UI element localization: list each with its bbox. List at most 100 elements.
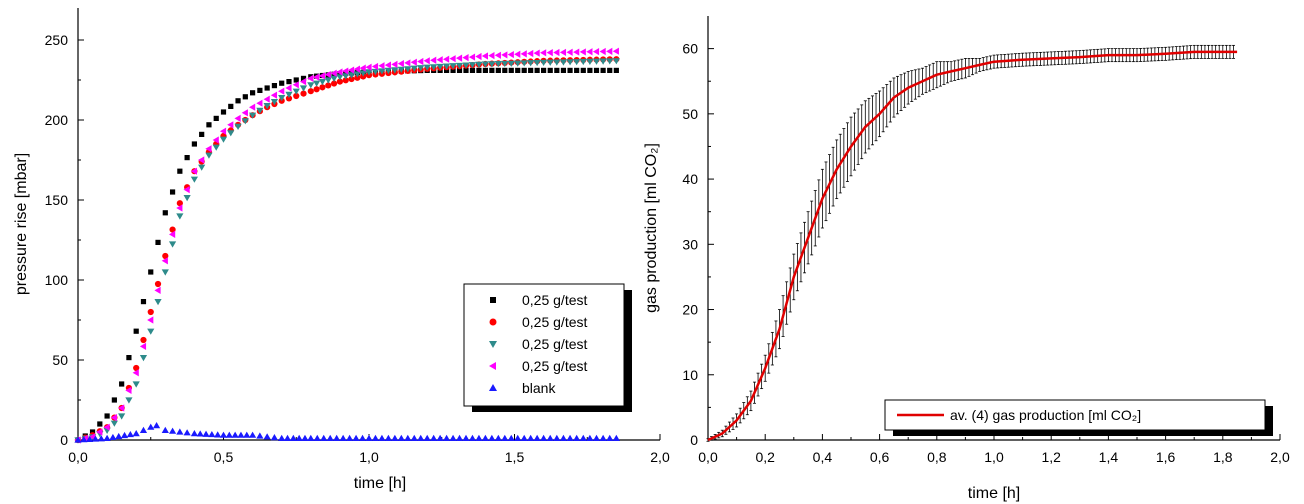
data-point (540, 434, 548, 441)
data-point (430, 56, 437, 64)
data-point (330, 69, 337, 77)
data-point (514, 60, 522, 67)
data-point (318, 72, 326, 80)
data-point (397, 66, 405, 73)
data-point (228, 103, 234, 109)
data-point (270, 434, 279, 441)
data-point (119, 381, 125, 387)
data-point (573, 59, 581, 66)
data-point (249, 431, 257, 438)
data-point (231, 431, 239, 438)
data-point (88, 433, 96, 441)
data-point (520, 434, 528, 441)
data-point (270, 99, 279, 106)
data-point (295, 434, 303, 441)
data-point (468, 53, 476, 61)
data-point (80, 436, 88, 443)
data-point (74, 436, 82, 443)
data-point (566, 434, 574, 441)
data-point (278, 434, 286, 441)
data-point (147, 423, 155, 430)
data-point (540, 49, 547, 57)
data-point (378, 62, 385, 70)
data-point (521, 67, 527, 73)
data-point (168, 427, 177, 434)
data-point (205, 152, 213, 159)
data-point (430, 64, 438, 71)
legend-box (463, 283, 625, 407)
gas-production-chart: 0,0 0,2 0,4 0,6 0,8 1,0 1,2 1,4 1,6 1,8 2,0 0 10 20 30… (643, 16, 1290, 502)
legend: av. (4) gas production [ml CO₂] (884, 399, 1273, 436)
data-point (444, 67, 450, 73)
data-point (346, 434, 354, 441)
data-point (270, 91, 278, 99)
data-point (455, 54, 463, 62)
data-point (219, 127, 227, 135)
data-point (139, 426, 148, 433)
data-point (161, 269, 169, 276)
data-point (120, 431, 129, 439)
data-point (110, 414, 117, 422)
data-point (176, 204, 183, 212)
data-point (417, 65, 425, 72)
data-point (147, 328, 155, 335)
data-point (436, 56, 443, 64)
data-point (325, 82, 332, 89)
data-point (133, 364, 140, 372)
data-point (560, 67, 567, 73)
data-point (540, 59, 548, 66)
data-point (139, 355, 148, 362)
data-point (559, 434, 568, 441)
data-point (488, 61, 496, 68)
x-tick-label: 1,8 (1213, 449, 1233, 465)
data-point (342, 67, 349, 75)
data-point (140, 336, 147, 344)
data-point (220, 109, 227, 115)
y-tick-label: 0 (690, 432, 698, 448)
data-point (183, 429, 191, 436)
data-point (191, 141, 197, 147)
data-point (348, 75, 355, 83)
data-point (278, 87, 285, 95)
data-point (196, 430, 204, 437)
data-point (599, 434, 607, 441)
data-point (219, 136, 228, 143)
data-point (567, 67, 573, 73)
data-point (430, 434, 438, 441)
data-point (613, 67, 619, 73)
data-point (162, 210, 168, 216)
data-point (417, 434, 425, 441)
data-point (489, 67, 495, 73)
data-point (573, 434, 581, 441)
data-point (443, 434, 451, 441)
data-point (190, 430, 198, 437)
data-point (456, 67, 463, 73)
series-4 (74, 47, 619, 444)
data-point (97, 435, 105, 442)
data-point (533, 434, 541, 441)
data-point (257, 87, 263, 93)
data-point (494, 434, 502, 441)
data-point (242, 94, 248, 100)
x-tick-label: 2,0 (1270, 449, 1290, 465)
data-point (243, 431, 251, 438)
data-point (481, 52, 488, 60)
data-point (307, 82, 315, 89)
data-point (307, 88, 314, 95)
data-point (527, 49, 534, 58)
legend-marker (489, 384, 497, 391)
data-point (227, 121, 234, 129)
data-point (574, 67, 580, 73)
y-axis-label: pressure rise [mbar] (13, 153, 30, 295)
x-axis-label: time [h] (354, 475, 406, 492)
data-point (339, 434, 347, 441)
data-point (299, 78, 307, 86)
data-point (320, 434, 328, 441)
data-point (507, 434, 515, 441)
data-point (279, 80, 285, 86)
data-point (359, 70, 367, 77)
data-point (313, 80, 321, 87)
data-point (176, 428, 184, 435)
data-point (190, 167, 197, 175)
